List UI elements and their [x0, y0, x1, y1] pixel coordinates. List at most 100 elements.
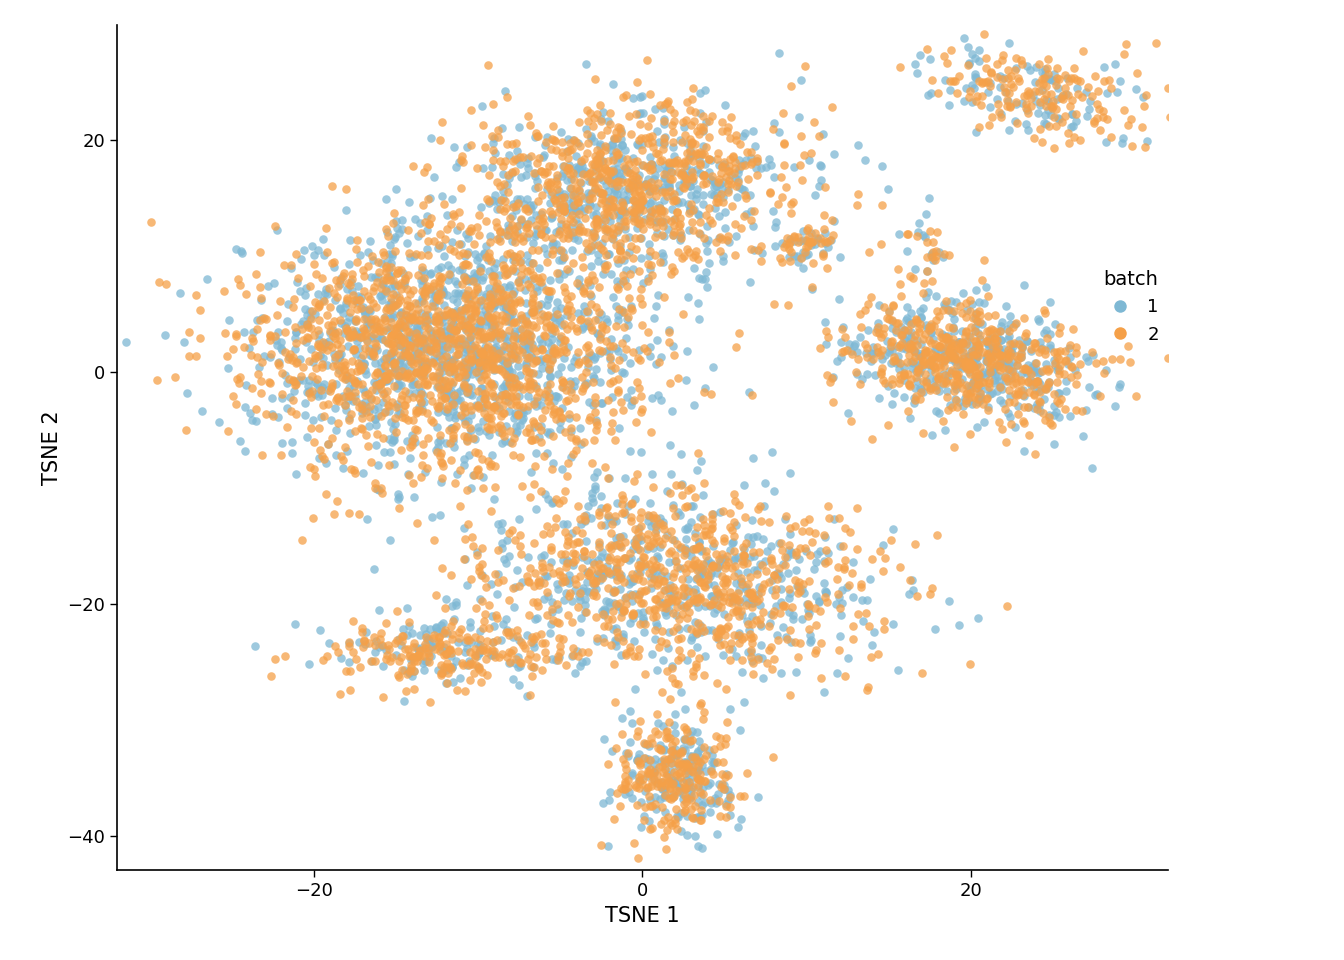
Point — [574, 598, 595, 613]
Point — [531, 627, 552, 642]
Point — [355, 624, 376, 639]
Point — [1020, 341, 1042, 356]
Point — [445, 654, 466, 669]
Point — [577, 351, 598, 367]
Point — [590, 374, 612, 390]
Point — [478, 420, 500, 436]
Point — [413, 447, 434, 463]
Point — [993, 84, 1015, 100]
Point — [612, 528, 633, 543]
Point — [906, 373, 927, 389]
Point — [638, 201, 660, 216]
Point — [454, 360, 476, 375]
Point — [992, 420, 1013, 436]
Point — [454, 345, 476, 360]
Point — [196, 272, 218, 287]
Point — [355, 404, 376, 420]
Point — [973, 414, 995, 429]
Point — [383, 356, 405, 372]
Point — [435, 662, 457, 678]
Point — [319, 636, 340, 651]
Point — [689, 772, 711, 787]
Point — [410, 353, 431, 369]
Point — [1101, 129, 1122, 144]
Point — [571, 383, 593, 398]
Point — [792, 523, 813, 539]
Point — [1066, 339, 1087, 354]
Point — [716, 231, 738, 247]
Point — [345, 311, 367, 326]
Point — [630, 401, 652, 417]
Point — [589, 540, 610, 555]
Point — [497, 170, 519, 185]
Point — [641, 174, 663, 189]
Point — [607, 352, 629, 368]
Point — [938, 363, 960, 378]
Point — [692, 123, 714, 138]
Point — [453, 451, 474, 467]
Point — [464, 302, 485, 318]
Point — [1058, 87, 1079, 103]
Point — [606, 299, 628, 314]
Point — [663, 155, 684, 170]
Point — [698, 553, 719, 568]
Point — [687, 771, 708, 786]
Point — [445, 310, 466, 325]
Point — [185, 348, 207, 364]
Point — [684, 105, 706, 120]
Point — [366, 634, 387, 649]
Point — [511, 253, 532, 269]
Point — [593, 185, 614, 201]
Point — [633, 276, 655, 291]
Point — [546, 511, 567, 526]
Point — [594, 220, 616, 235]
Point — [473, 348, 495, 363]
Point — [714, 589, 735, 605]
Point — [958, 364, 980, 379]
Point — [624, 534, 645, 549]
Point — [1017, 83, 1039, 98]
Point — [606, 562, 628, 577]
Point — [462, 352, 484, 368]
Point — [640, 86, 661, 102]
Point — [489, 293, 511, 308]
Point — [430, 393, 452, 408]
Point — [714, 636, 735, 652]
Point — [434, 372, 456, 388]
Point — [558, 575, 579, 590]
Point — [695, 156, 716, 172]
Point — [461, 387, 482, 402]
Point — [442, 206, 464, 222]
Point — [676, 564, 698, 580]
Point — [481, 361, 503, 376]
Point — [339, 655, 360, 670]
Point — [939, 397, 961, 413]
Point — [487, 402, 508, 418]
Point — [302, 327, 324, 343]
Point — [336, 314, 358, 329]
Point — [712, 249, 734, 264]
Point — [715, 736, 737, 752]
Point — [437, 665, 458, 681]
Point — [489, 317, 511, 332]
Point — [347, 373, 368, 389]
Point — [876, 310, 898, 325]
Point — [388, 500, 410, 516]
Point — [668, 745, 689, 760]
Point — [763, 484, 785, 499]
Point — [724, 155, 746, 170]
Point — [1046, 102, 1067, 117]
Point — [616, 213, 637, 228]
Point — [327, 277, 348, 293]
Point — [476, 192, 497, 207]
Point — [495, 84, 516, 99]
Point — [360, 316, 382, 331]
Point — [653, 180, 675, 195]
Point — [386, 633, 407, 648]
Point — [886, 355, 907, 371]
Point — [732, 694, 754, 709]
Point — [714, 561, 735, 576]
Point — [218, 422, 239, 438]
Point — [715, 169, 737, 184]
Point — [461, 352, 482, 368]
